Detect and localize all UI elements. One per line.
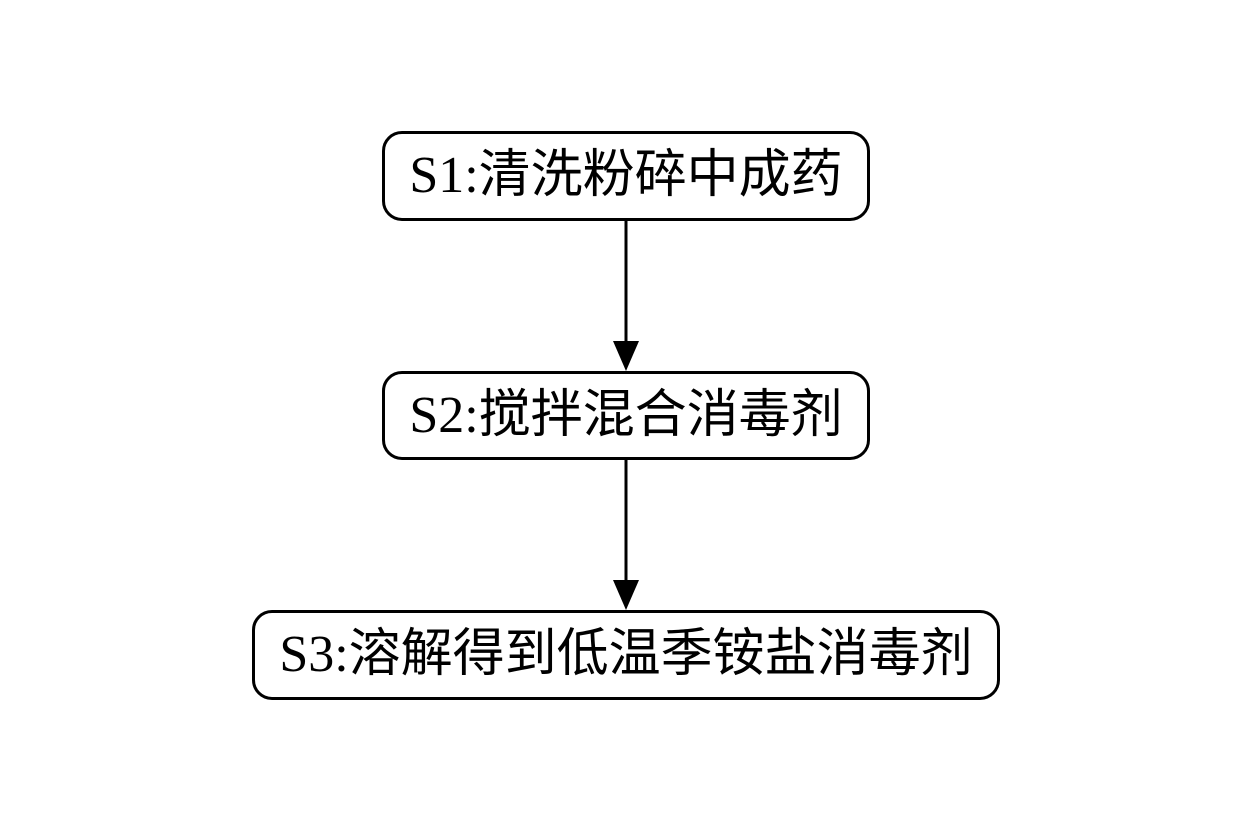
arrow-down-icon (606, 460, 646, 610)
node-label: S2:搅拌混合消毒剂 (409, 387, 842, 444)
flowchart-arrow-2 (606, 460, 646, 610)
flowchart-container: S1:清洗粉碎中成药 S2:搅拌混合消毒剂 S3:溶解得到低温季铵盐消毒剂 (252, 131, 999, 700)
node-label: S1:清洗粉碎中成药 (409, 147, 842, 204)
flowchart-node-s2: S2:搅拌混合消毒剂 (382, 371, 869, 461)
flowchart-node-s3: S3:溶解得到低温季铵盐消毒剂 (252, 610, 999, 700)
flowchart-arrow-1 (606, 221, 646, 371)
node-label: S3:溶解得到低温季铵盐消毒剂 (279, 626, 972, 683)
flowchart-node-s1: S1:清洗粉碎中成药 (382, 131, 869, 221)
arrow-down-icon (606, 221, 646, 371)
